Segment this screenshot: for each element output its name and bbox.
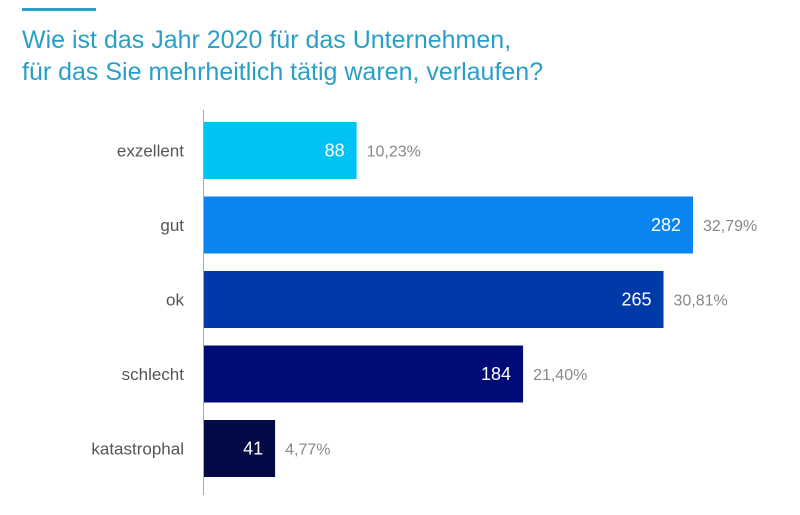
bar-exzellent [204,122,357,179]
bar-katastrophal [204,420,276,477]
category-label: exzellent [117,142,184,161]
value-label: 41 [243,439,263,459]
category-label: ok [166,291,184,310]
percent-label: 30,81% [674,293,728,310]
value-label: 184 [481,364,511,384]
bar-schlecht [204,345,524,403]
value-label: 88 [325,141,345,161]
chart-title: Wie ist das Jahr 2020 für das Unternehme… [22,26,544,86]
category-label: gut [160,216,184,235]
category-label: katastrophal [91,440,184,459]
bar-gut [204,196,693,254]
category-label: schlecht [122,365,185,384]
value-label: 265 [621,290,651,310]
percent-label: 21,40% [533,367,587,384]
bar-ok [204,271,664,328]
title-accent-line [22,8,96,11]
value-label: 282 [651,215,681,235]
percent-label: 10,23% [367,144,421,161]
percent-label: 4,77% [285,442,330,459]
percent-label: 32,79% [703,218,757,235]
